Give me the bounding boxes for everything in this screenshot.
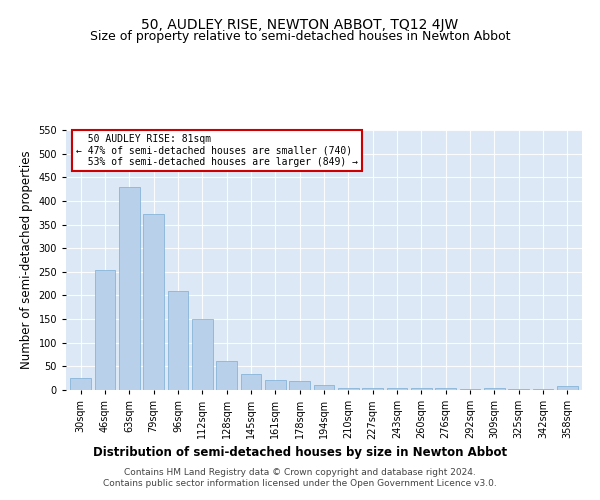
Text: Distribution of semi-detached houses by size in Newton Abbot: Distribution of semi-detached houses by … (93, 446, 507, 459)
Bar (167, 290, 188, 390)
Bar (508, 389, 529, 390)
Bar (192, 319, 212, 390)
Bar (484, 388, 505, 390)
Bar (95, 270, 115, 390)
Bar (533, 388, 553, 390)
Bar (289, 380, 310, 390)
Bar (143, 214, 164, 390)
Text: 50 AUDLEY RISE: 81sqm
← 47% of semi-detached houses are smaller (740)
  53% of s: 50 AUDLEY RISE: 81sqm ← 47% of semi-deta… (76, 134, 358, 167)
Bar (338, 388, 359, 390)
Bar (436, 388, 456, 390)
Bar (362, 388, 383, 390)
Bar (119, 186, 140, 390)
Bar (557, 386, 578, 390)
Bar (265, 380, 286, 390)
Bar (386, 388, 407, 390)
Text: 50, AUDLEY RISE, NEWTON ABBOT, TQ12 4JW: 50, AUDLEY RISE, NEWTON ABBOT, TQ12 4JW (142, 18, 458, 32)
Text: Size of property relative to semi-detached houses in Newton Abbot: Size of property relative to semi-detach… (90, 30, 510, 43)
Bar (70, 378, 91, 390)
Bar (241, 374, 262, 390)
Text: Contains public sector information licensed under the Open Government Licence v3: Contains public sector information licen… (103, 480, 497, 488)
Bar (411, 388, 432, 390)
Text: Contains HM Land Registry data © Crown copyright and database right 2024.: Contains HM Land Registry data © Crown c… (124, 468, 476, 477)
Y-axis label: Number of semi-detached properties: Number of semi-detached properties (20, 150, 33, 370)
Bar (460, 389, 481, 390)
Bar (314, 386, 334, 390)
Bar (216, 360, 237, 390)
